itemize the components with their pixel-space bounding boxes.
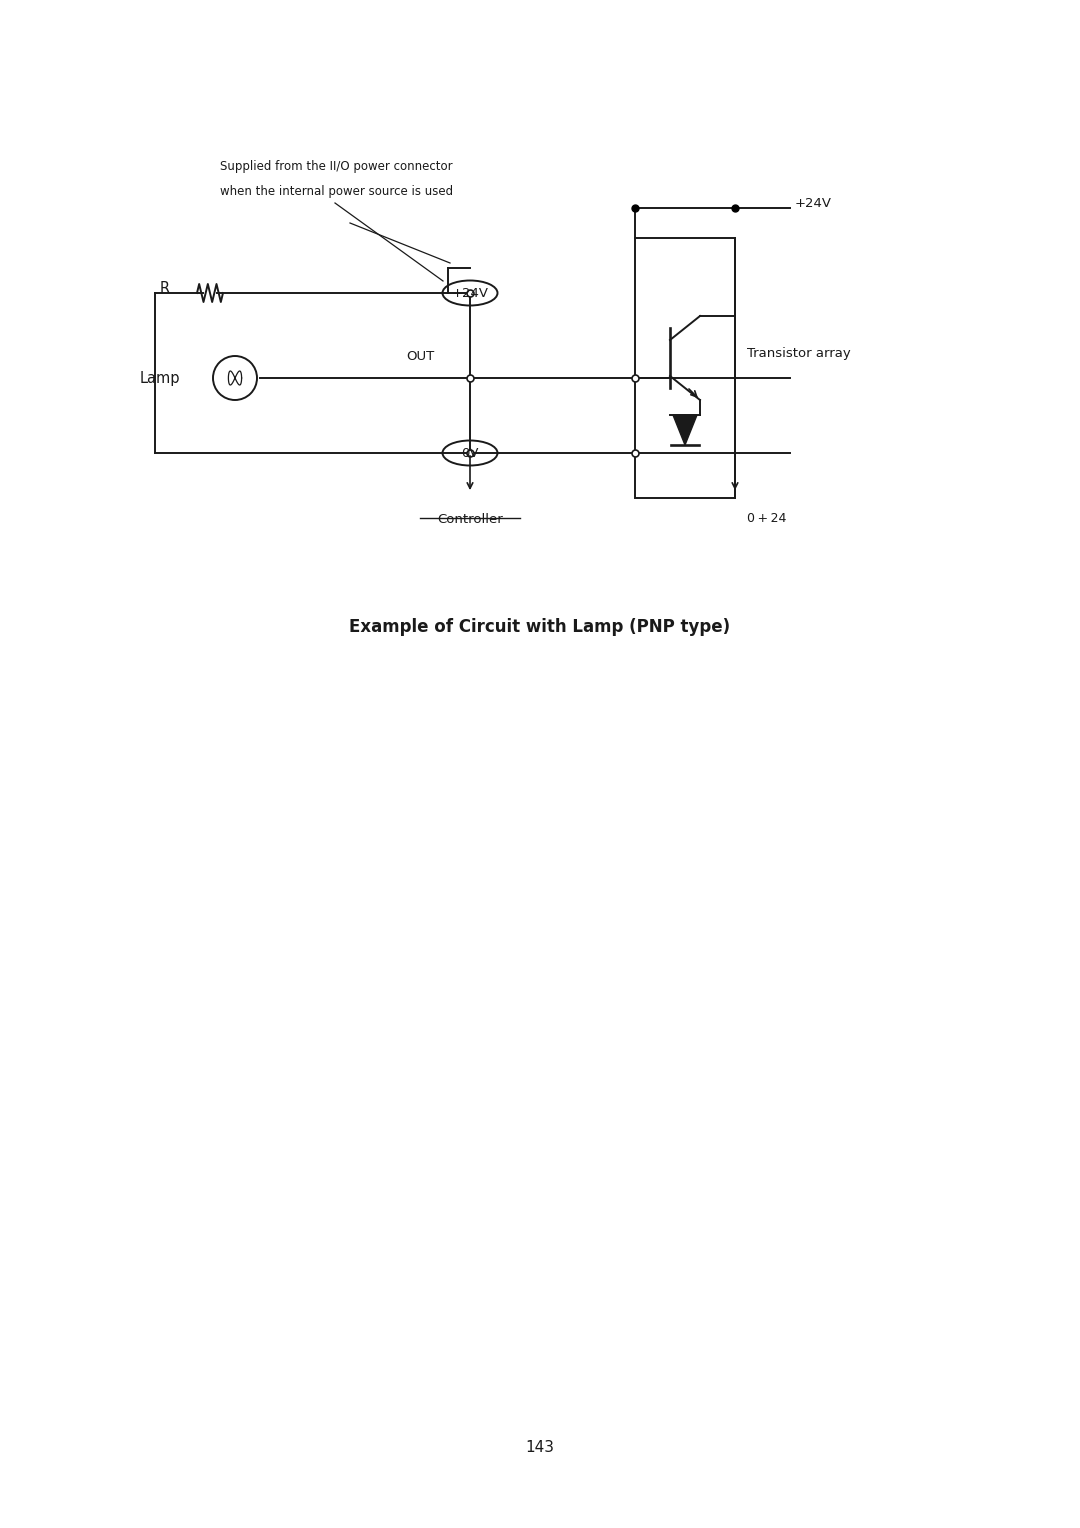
Text: 0V: 0V xyxy=(461,446,478,460)
Text: Transistor array: Transistor array xyxy=(747,347,851,359)
Bar xyxy=(635,238,735,498)
Text: R: R xyxy=(160,281,170,295)
Polygon shape xyxy=(673,416,697,445)
Text: OUT: OUT xyxy=(406,350,434,364)
Text: +24V: +24V xyxy=(451,287,488,299)
Text: Lamp: Lamp xyxy=(139,370,180,385)
Text: 0 + 24: 0 + 24 xyxy=(747,512,786,524)
Text: when the internal power source is used: when the internal power source is used xyxy=(220,185,454,199)
Text: Example of Circuit with Lamp (PNP type): Example of Circuit with Lamp (PNP type) xyxy=(350,617,730,636)
Text: 143: 143 xyxy=(526,1441,554,1456)
Text: +24V: +24V xyxy=(795,197,832,209)
Text: Supplied from the II/O power connector: Supplied from the II/O power connector xyxy=(220,160,453,173)
Text: Controller: Controller xyxy=(437,513,503,526)
